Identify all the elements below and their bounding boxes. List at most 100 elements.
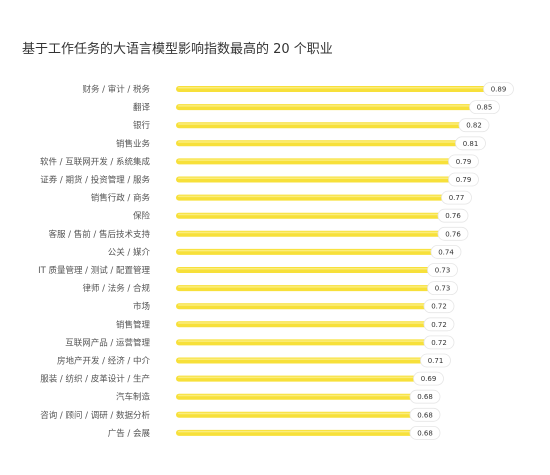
bar-14 [176,339,428,346]
category-label-3: 销售业务 [116,138,151,149]
value-label-4: 0.79 [456,158,472,166]
bar-highlight-6 [178,195,444,198]
value-pill-0 [483,82,514,96]
value-pill-15 [420,353,451,368]
value-label-18: 0.68 [417,411,433,419]
bar-highlight-19 [178,430,412,433]
value-pill-5 [448,172,479,187]
value-label-11: 0.73 [435,285,451,293]
bar-highlight-4 [178,159,451,161]
bar-18 [176,411,414,418]
value-pill-19 [409,425,441,440]
bar-17 [176,393,414,400]
value-label-2: 0.82 [466,122,482,130]
category-label-17: 汽车制造 [116,392,151,403]
bar-7 [176,212,442,219]
value-label-5: 0.79 [456,176,472,184]
category-label-5: 证券 / 期货 / 投资管理 / 服务 [40,175,150,186]
bar-highlight-12 [178,304,426,306]
bar-highlight-8 [178,231,440,234]
category-label-12: 市场 [133,301,150,312]
value-pill-3 [455,136,486,151]
value-label-10: 0.73 [435,267,451,275]
value-pill-4 [448,154,479,169]
value-label-8: 0.76 [445,230,461,238]
bar-highlight-9 [178,249,433,252]
bar-highlight-13 [178,322,426,324]
labels-layer: 财务 / 审计 / 税务 0.89 翻译 0.85 银行 0.82 销售业务 0.81 软件 /… [38,82,514,440]
bar-8 [176,230,442,237]
category-label-0: 财务 / 审计 / 税务 [82,84,150,95]
bar-highlight-18 [178,412,412,415]
value-label-15: 0.71 [428,357,444,365]
category-label-8: 客服 / 售前 / 售后技术支持 [48,229,150,240]
bar-highlight-17 [178,394,412,397]
bar-16 [176,375,418,382]
bar-1 [176,104,474,111]
value-label-16: 0.69 [421,375,437,383]
bar-5 [176,176,453,183]
value-label-3: 0.81 [463,140,479,148]
bar-0 [176,86,488,92]
value-pill-9 [430,244,462,259]
bar-11 [176,285,432,292]
category-label-4: 软件 / 互联网开发 / 系统集成 [40,156,151,167]
value-label-0: 0.89 [491,86,507,94]
bar-highlight-14 [178,340,426,342]
value-pill-6 [441,190,472,205]
category-label-2: 银行 [133,120,151,131]
bar-highlight-15 [178,358,423,360]
bar-highlight-0 [178,87,486,89]
value-pill-7 [437,208,469,223]
value-pill-13 [423,317,455,332]
value-pill-16 [413,371,444,386]
bar-15 [176,357,425,364]
value-pill-18 [409,407,441,422]
category-label-10: IT 质量管理 / 测试 / 配置管理 [38,265,150,276]
category-label-7: 保险 [133,211,151,222]
category-label-14: 互联网产品 / 运营管理 [65,337,150,348]
value-label-1: 0.85 [477,104,493,112]
bar-2 [176,122,463,129]
category-label-19: 广告 / 会展 [108,428,151,439]
value-pill-2 [458,118,490,133]
bar-13 [176,321,428,328]
bar-4 [176,158,453,165]
value-label-12: 0.72 [431,303,447,311]
value-label-7: 0.76 [445,212,461,220]
bar-10 [176,267,432,273]
bar-highlight-1 [178,105,472,107]
value-pill-14 [423,335,455,350]
value-label-13: 0.72 [431,321,447,329]
value-pill-10 [427,263,458,277]
category-label-1: 翻译 [133,103,151,113]
value-label-19: 0.68 [417,429,433,437]
value-label-14: 0.72 [431,339,447,347]
value-label-6: 0.77 [449,194,465,202]
value-pill-8 [437,226,469,241]
category-label-18: 咨询 / 顾问 / 调研 / 数据分析 [40,410,150,421]
value-pill-11 [427,281,458,296]
category-label-16: 服装 / 纺织 / 皮革设计 / 生产 [40,374,150,385]
value-label-9: 0.74 [438,248,454,256]
value-label-17: 0.68 [417,393,433,401]
bar-highlight-7 [178,213,440,216]
bar-9 [176,248,435,255]
bar-highlight-10 [178,268,430,270]
bars-layer [176,86,488,436]
bar-highlight-2 [178,123,461,125]
value-pill-17 [409,389,441,404]
bar-3 [176,140,460,147]
bar-highlight-11 [178,286,430,288]
category-label-11: 律师 / 法务 / 合规 [82,283,150,294]
bar-12 [176,303,428,310]
value-pill-12 [423,299,455,314]
category-label-6: 销售行政 / 商务 [91,193,151,204]
bar-6 [176,194,446,201]
category-label-13: 销售管理 [116,319,151,330]
bar-19 [176,429,414,436]
category-label-15: 房地产开发 / 经济 / 中介 [57,356,151,367]
bar-highlight-3 [178,141,458,143]
chart-title: 基于工作任务的大语言模型影响指数最高的 20 个职业 [22,42,333,57]
